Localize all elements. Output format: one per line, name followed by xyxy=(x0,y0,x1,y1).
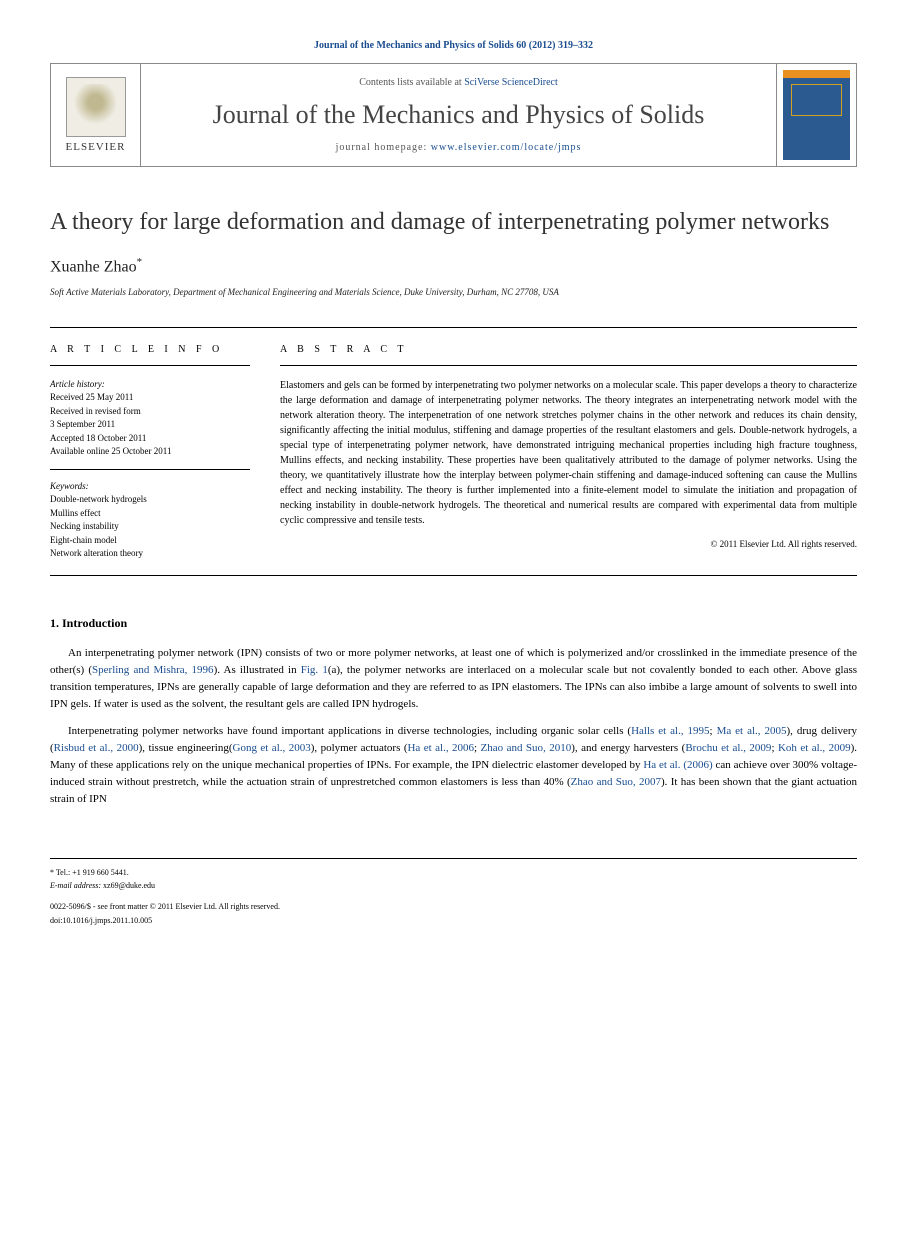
tel-label: * Tel.: xyxy=(50,868,72,877)
doi-line: doi:10.1016/j.jmps.2011.10.005 xyxy=(50,915,857,926)
history-line: 3 September 2011 xyxy=(50,418,250,432)
tel-value: +1 919 660 5441. xyxy=(72,868,129,877)
article-history-block: Article history: Received 25 May 2011 Re… xyxy=(50,378,250,470)
history-line: Received 25 May 2011 xyxy=(50,391,250,405)
citation-link[interactable]: Sperling and Mishra, 1996 xyxy=(92,664,214,676)
author-name: Xuanhe Zhao* xyxy=(50,256,857,276)
citation-link[interactable]: Ha et al., 2006 xyxy=(407,742,474,754)
intro-para-2: Interpenetrating polymer networks have f… xyxy=(50,723,857,808)
article-info-heading: A R T I C L E I N F O xyxy=(50,342,250,366)
abstract-column: A B S T R A C T Elastomers and gels can … xyxy=(280,328,857,575)
journal-name: Journal of the Mechanics and Physics of … xyxy=(213,100,705,130)
citation-link[interactable]: Gong et al., 2003 xyxy=(233,742,311,754)
corresponding-tel: * Tel.: +1 919 660 5441. xyxy=(50,867,857,878)
text-run: ), and energy harvesters ( xyxy=(571,742,685,754)
email-label: E-mail address: xyxy=(50,881,103,890)
citation-link[interactable]: Koh et al., 2009 xyxy=(778,742,851,754)
contents-available-line: Contents lists available at SciVerse Sci… xyxy=(359,77,558,88)
history-label: Article history: xyxy=(50,378,250,392)
intro-para-1: An interpenetrating polymer network (IPN… xyxy=(50,645,857,713)
sciencedirect-link[interactable]: SciVerse ScienceDirect xyxy=(464,77,558,88)
elsevier-logo: ELSEVIER xyxy=(51,64,141,166)
homepage-link[interactable]: www.elsevier.com/locate/jmps xyxy=(431,142,582,153)
info-abstract-row: A R T I C L E I N F O Article history: R… xyxy=(50,327,857,576)
homepage-line: journal homepage: www.elsevier.com/locat… xyxy=(336,142,582,153)
journal-cover-thumb xyxy=(776,64,856,166)
history-line: Available online 25 October 2011 xyxy=(50,445,250,459)
text-run: Interpenetrating polymer networks have f… xyxy=(68,725,631,737)
keyword-item: Eight-chain model xyxy=(50,534,250,548)
text-run: ). As illustrated in xyxy=(214,664,301,676)
page-footer: * Tel.: +1 919 660 5441. E-mail address:… xyxy=(50,858,857,926)
history-line: Accepted 18 October 2011 xyxy=(50,432,250,446)
homepage-prefix: journal homepage: xyxy=(336,142,431,153)
text-run: ), tissue engineering( xyxy=(139,742,233,754)
citation-link[interactable]: Brochu et al., 2009 xyxy=(685,742,771,754)
elsevier-tree-icon xyxy=(66,77,126,137)
abstract-text: Elastomers and gels can be formed by int… xyxy=(280,378,857,528)
citation-link[interactable]: Ha et al. (2006) xyxy=(643,759,712,771)
email-value: xz69@duke.edu xyxy=(103,881,155,890)
keywords-label: Keywords: xyxy=(50,480,250,494)
keyword-item: Mullins effect xyxy=(50,507,250,521)
author-marker: * xyxy=(137,256,143,268)
cover-image-icon xyxy=(783,70,850,160)
citation-link[interactable]: Risbud et al., 2000 xyxy=(54,742,139,754)
citation-link[interactable]: Zhao and Suo, 2010 xyxy=(481,742,572,754)
abstract-heading: A B S T R A C T xyxy=(280,342,857,366)
journal-header-box: ELSEVIER Contents lists available at Sci… xyxy=(50,63,857,167)
citation-link[interactable]: Ma et al., 2005 xyxy=(717,725,787,737)
text-run: ; xyxy=(710,725,717,737)
elsevier-label: ELSEVIER xyxy=(66,141,126,153)
intro-heading: 1. Introduction xyxy=(50,616,857,631)
corresponding-email: E-mail address: xz69@duke.edu xyxy=(50,880,857,891)
header-citation: Journal of the Mechanics and Physics of … xyxy=(50,40,857,51)
figure-link[interactable]: Fig. 1 xyxy=(301,664,328,676)
journal-center-panel: Contents lists available at SciVerse Sci… xyxy=(141,64,776,166)
affiliation: Soft Active Materials Laboratory, Depart… xyxy=(50,287,857,297)
text-run: ), polymer actuators ( xyxy=(311,742,408,754)
citation-link[interactable]: Zhao and Suo, 2007 xyxy=(571,776,661,788)
citation-link[interactable]: Halls et al., 1995 xyxy=(631,725,709,737)
history-line: Received in revised form xyxy=(50,405,250,419)
article-title: A theory for large deformation and damag… xyxy=(50,207,857,238)
author-text: Xuanhe Zhao xyxy=(50,259,137,276)
article-info-column: A R T I C L E I N F O Article history: R… xyxy=(50,328,250,575)
keyword-item: Necking instability xyxy=(50,520,250,534)
keyword-item: Double-network hydrogels xyxy=(50,493,250,507)
contents-prefix: Contents lists available at xyxy=(359,77,464,88)
keyword-item: Network alteration theory xyxy=(50,547,250,561)
abstract-copyright: © 2011 Elsevier Ltd. All rights reserved… xyxy=(280,538,857,552)
issn-line: 0022-5096/$ - see front matter © 2011 El… xyxy=(50,901,857,912)
